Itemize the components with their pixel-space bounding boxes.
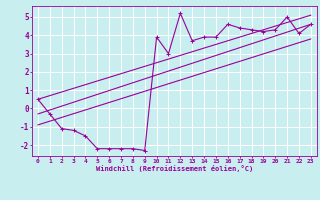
- X-axis label: Windchill (Refroidissement éolien,°C): Windchill (Refroidissement éolien,°C): [96, 165, 253, 172]
